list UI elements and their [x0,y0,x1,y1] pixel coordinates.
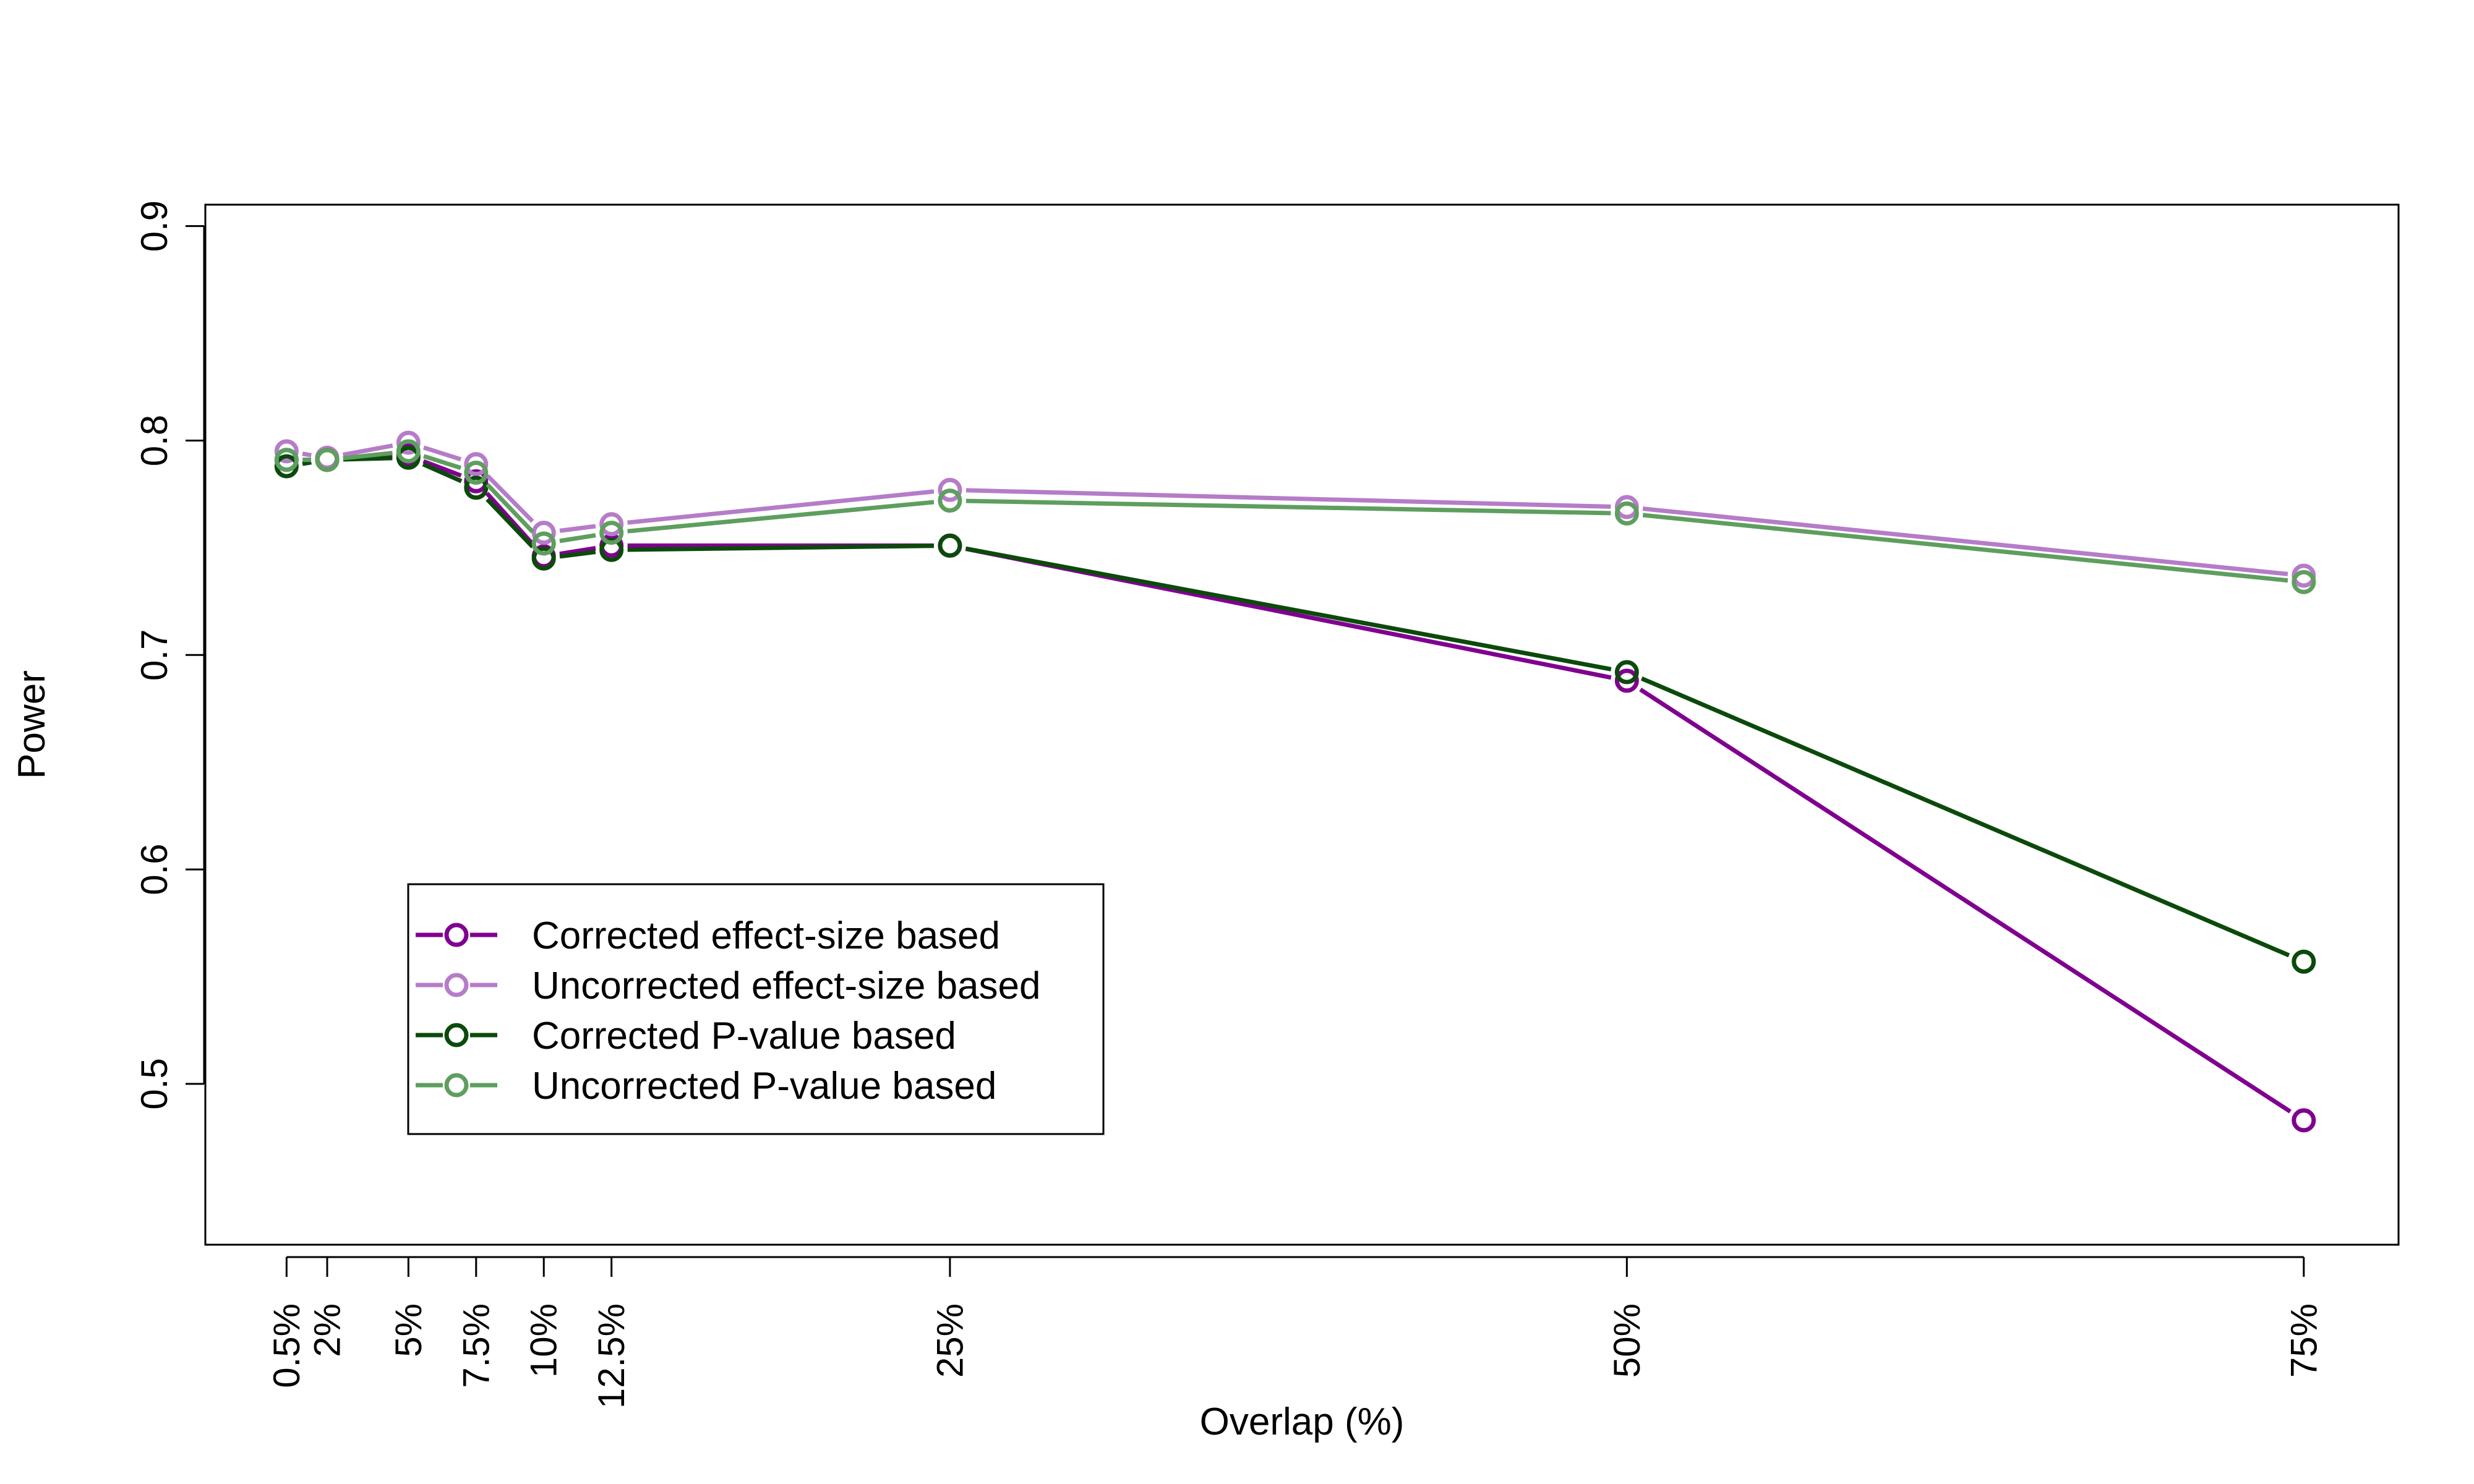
series-line-segment [342,443,393,457]
series-line-segment [965,546,1612,672]
series-line-segment [485,492,535,546]
x-tick-label: 12.5% [591,1303,632,1409]
series-line-segment [422,459,462,478]
data-point [599,512,624,537]
y-tick-label: 0.5 [134,1058,175,1109]
x-tick-label: 50% [1606,1303,1648,1378]
y-tick-label: 0.9 [134,200,175,252]
data-point [531,531,556,556]
legend-marker [444,1073,469,1098]
data-point [274,439,299,464]
data-point [2292,1108,2316,1133]
data-point [531,521,556,545]
series-line-segment [343,451,393,461]
series-line-segment [1639,688,2292,1114]
series-line-segment [302,451,312,458]
legend-marker [444,923,469,947]
series-4 [274,439,2316,594]
series-line-segment [486,498,534,548]
series-line-segment [627,500,935,534]
plot-frame [204,203,2400,1246]
series-line-segment [965,488,1611,509]
data-point [1614,668,1639,693]
data-point [315,448,340,472]
data-point [599,521,624,545]
data-point [464,475,489,500]
legend-label: Corrected P-value based [532,1015,956,1057]
series-line-segment [486,474,534,523]
x-tick-label: 25% [929,1303,970,1378]
legend-label: Uncorrected effect-size based [532,965,1041,1007]
series-line-segment [627,489,935,525]
legend-label: Corrected effect-size based [532,915,1000,957]
data-point [1614,660,1639,684]
y-axis-label: Power [11,670,53,779]
data-point [938,488,962,513]
x-tick-label: 2% [307,1303,348,1357]
axes: 0.5 0.6 0.7 0.8 0.9 0.5%2% 5% 7.5% 10% 12.5% 25% 50… [134,200,2324,1409]
y-tick-label: 0.7 [134,629,175,681]
series-line-segment [1642,506,2288,576]
x-tick-label: 5% [388,1303,429,1357]
data-point [396,439,421,464]
x-axis-label: Overlap (%) [1200,1401,1405,1443]
series-line-segment [965,498,1611,516]
data-point [396,430,421,455]
legend-marker [444,1023,469,1047]
y-tick-label: 0.6 [134,843,175,895]
x-tick-label: 7.5% [455,1303,497,1388]
data-point [274,448,299,472]
series-line-segment [559,546,596,556]
legend-label: Uncorrected P-value based [532,1065,996,1107]
data-point [2292,569,2316,594]
series-line-segment [423,445,462,462]
legend-marker [444,973,469,997]
legend: Corrected effect-size based Uncorrected e… [407,883,1105,1135]
data-point [464,452,489,477]
series-line-segment [422,462,463,484]
data-point [1614,501,1639,526]
legend-box [407,883,1105,1135]
x-tick-label: 75% [2283,1303,2324,1378]
data-point [531,546,556,571]
x-tick-label: 10% [523,1303,565,1378]
series-line-segment [559,524,596,533]
series-layer [274,430,2316,1133]
series-line-segment [627,544,934,552]
series-3 [274,445,2316,974]
data-point [938,477,962,502]
data-point [2292,949,2316,974]
series-line-segment [423,454,462,470]
series-line-segment [486,482,534,534]
data-point [938,533,962,558]
y-tick-label: 0.8 [134,415,175,466]
data-point [599,537,624,562]
series-line-segment [559,550,596,559]
data-point [464,461,489,485]
series-line-segment [559,533,596,544]
series-line-segment [302,460,312,466]
x-tick-label: 0.5% [266,1303,307,1388]
series-line-segment [1642,513,2288,583]
series-line-segment [1640,676,2290,958]
